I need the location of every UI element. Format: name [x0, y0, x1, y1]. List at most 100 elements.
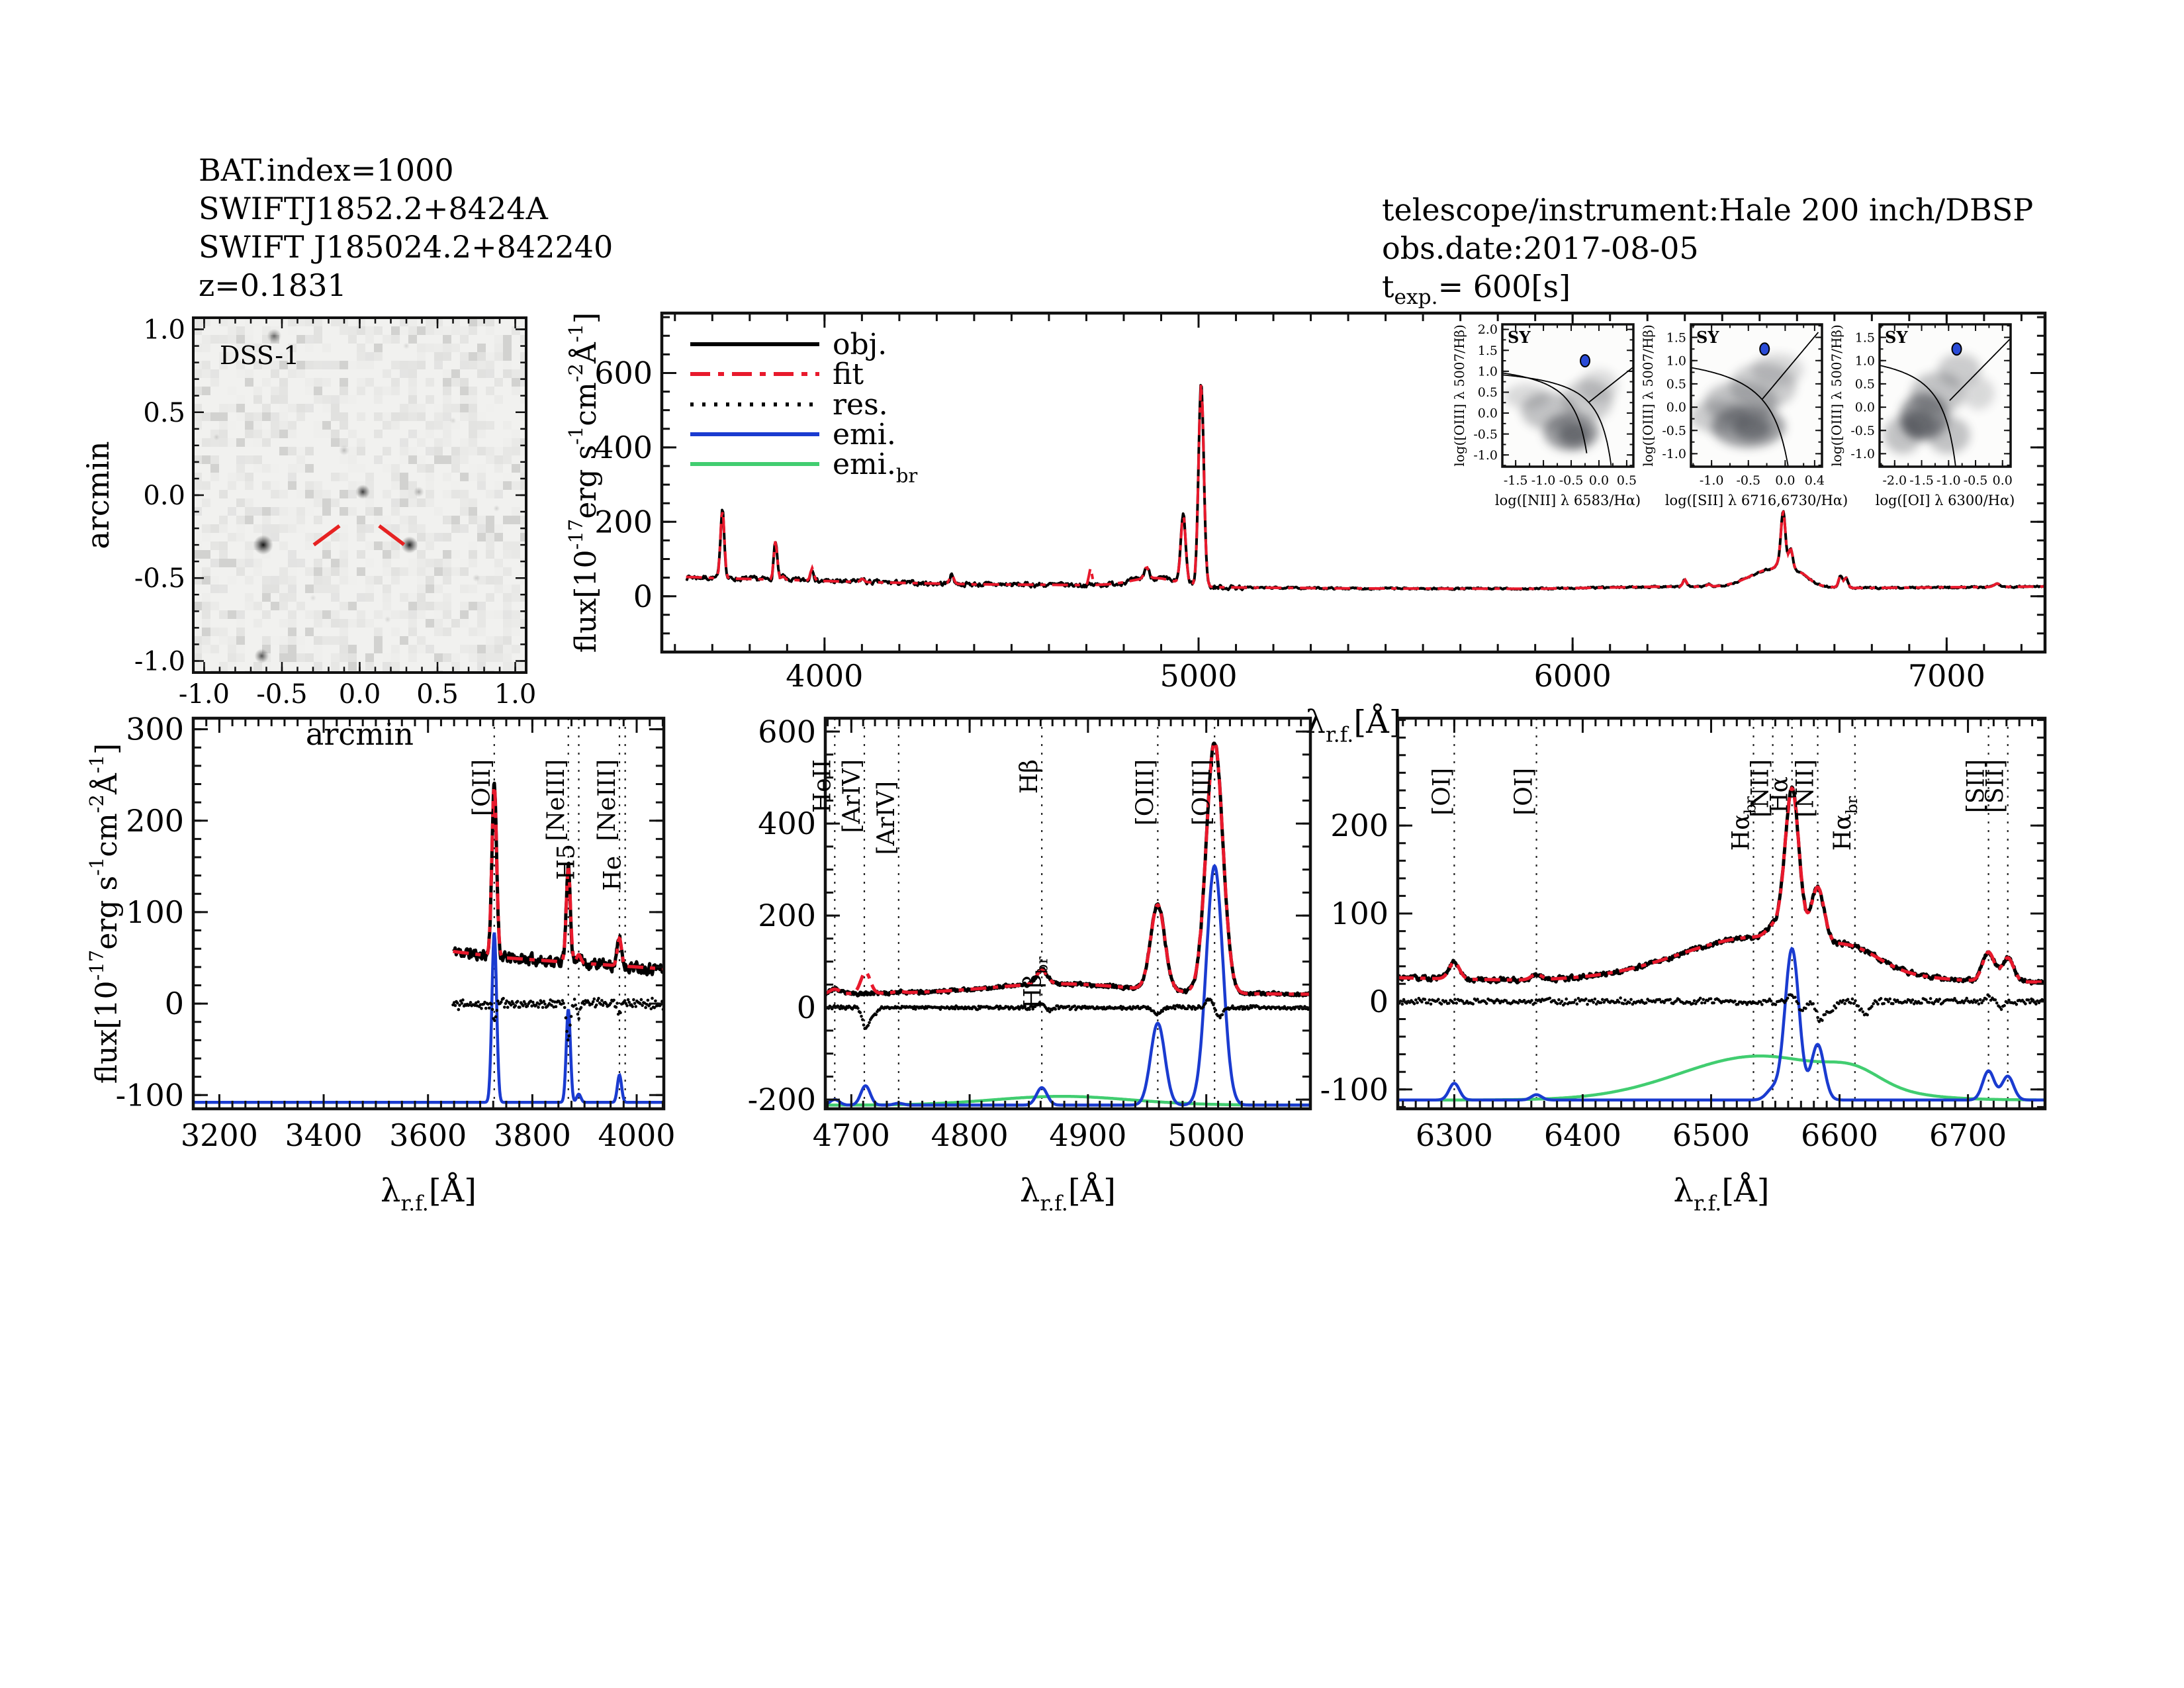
axis-tick-label: 7000 [1908, 658, 1985, 694]
bpt-agn-point [1951, 342, 1962, 356]
target-slit-marker [378, 524, 406, 546]
axis-tick-label: 6700 [1929, 1117, 2007, 1153]
axis-tick-label: 1.0 [1855, 353, 1875, 368]
emission-line-label: [ArIV] [839, 759, 866, 833]
object-info-line: BAT.index=1000 [199, 152, 454, 188]
obj-spectrum-curve [1398, 785, 2045, 986]
observation-info: telescope/instrument:Hale 200 inch/DBSP … [1382, 191, 2033, 316]
bpt-class-label: SY [1885, 328, 1908, 347]
dss-source-blob [267, 328, 282, 344]
axis-tick-label: 0.0 [1666, 400, 1686, 415]
axis-tick-label: 0.5 [1617, 473, 1637, 488]
axis-tick-label: 0 [165, 986, 184, 1021]
fit-spectrum-curve [1398, 786, 2044, 984]
emission-curve [193, 932, 664, 1104]
dss-source-blob [338, 445, 349, 456]
legend-label: emi.br [833, 447, 917, 487]
axis-tick-label: 0.0 [1993, 473, 2013, 488]
axis-tick-label: -1.0 [1936, 473, 1961, 488]
y-axis-title: flux[10-17erg s-1cm-2Å-1] [85, 743, 124, 1084]
emission-line-label: Hβ [1016, 759, 1043, 794]
bpt-density-cloud [1938, 353, 1981, 387]
legend-label: emi. [833, 418, 896, 451]
axis-tick-label: -100 [1320, 1072, 1388, 1107]
axis-tick-label: 5000 [1160, 658, 1237, 694]
x-axis-title: λr.f.[Å] [1306, 703, 1402, 747]
legend-item: obj. [690, 328, 887, 361]
axis-tick-label: -0.5 [1559, 473, 1584, 488]
axis-tick-label: 0.0 [1855, 400, 1875, 415]
axis-tick-label: 100 [126, 894, 184, 930]
dss-source-blob [493, 505, 500, 512]
axis-tick-label: 600 [758, 714, 816, 749]
axis-tick-label: 0.5 [416, 679, 459, 710]
axis-tick-label: 2.0 [1478, 322, 1498, 337]
emission-line-label: [OI] [1511, 768, 1538, 816]
bpt-density-cloud [1752, 353, 1804, 387]
axis-tick-label: -1.0 [1531, 473, 1556, 488]
emission-line-label: [SII] [1982, 759, 2009, 813]
observation-info-line: obs.date:2017-08-05 [1382, 230, 1699, 266]
emission-curve [1398, 947, 2044, 1102]
axis-tick-label: 300 [126, 712, 184, 747]
axis-tick-label: 5000 [1167, 1117, 1245, 1153]
object-info-line: SWIFT J185024.2+842240 [199, 229, 614, 265]
dss-source-blob [449, 417, 457, 424]
emission-line-label: [NII] [1747, 759, 1774, 818]
zoom-panel-halpha: 6300 6400 6500 6600 6700 200 100 0 -100 [OI] [OI] H… [1320, 716, 2047, 1215]
axis-tick-label: 0 [1369, 984, 1388, 1019]
target-slit-marker [312, 524, 341, 547]
axis-tick-label: 200 [126, 803, 184, 839]
axis-tick-label: 4000 [598, 1117, 675, 1153]
axis-tick-label: -0.5 [1964, 473, 1988, 488]
dss-source-blob [253, 535, 273, 555]
x-axis-title: λr.f.[Å] [1020, 1172, 1116, 1215]
fit-spectrum-curve [686, 383, 2045, 590]
axis-tick-label: 3800 [494, 1117, 571, 1153]
bpt-density-cloud [1927, 416, 1970, 454]
axis-tick-label: 200 [594, 504, 653, 539]
bpt-density-cloud [1884, 416, 1922, 454]
dss-source-blob [403, 342, 410, 350]
axis-tick-label: -200 [748, 1082, 816, 1117]
emission-line-label: [OIII] [1189, 759, 1216, 825]
bpt-x-axis-title: log([NII] λ 6583/Hα) [1495, 492, 1641, 508]
bpt-density-cloud [1504, 383, 1549, 409]
axis-tick-label: 0 [633, 579, 653, 614]
bpt-demarcation-curve [1762, 332, 1819, 400]
axis-tick-label: -1.5 [1504, 473, 1528, 488]
dss-source-blob [355, 484, 371, 499]
obj-spectrum-curve [685, 384, 2045, 592]
dss-source-blob [413, 486, 424, 497]
axis-tick-label: 400 [758, 806, 816, 841]
axis-tick-label: 6500 [1672, 1117, 1750, 1153]
emission-line-label: Hαbr [1728, 796, 1760, 851]
broad-emission-curve [1398, 1054, 2044, 1102]
dss-source-blob [213, 434, 220, 441]
emission-line-label: [NeIII] [543, 759, 570, 841]
y-axis-title: flux[10-17erg s-1cm-2Å-1] [565, 312, 603, 653]
axis-tick-label: 100 [1330, 896, 1388, 931]
bpt-demarcation-curve [1502, 372, 1588, 453]
axis-tick-label: 0.5 [143, 398, 185, 428]
axis-tick-label: -100 [116, 1077, 184, 1113]
dss-source-blob [254, 648, 269, 663]
legend-label: res. [833, 388, 888, 422]
legend-label: fit [833, 357, 864, 391]
bpt-y-axis-title: log([OIII] λ 5007/Hβ) [1829, 324, 1844, 467]
bpt-y-axis-title: log([OIII] λ 5007/Hβ) [1451, 324, 1467, 467]
axis-tick-label: -1.0 [1850, 447, 1875, 461]
emission-line-label: [ArIV] [873, 781, 900, 855]
axis-tick-label: 3200 [181, 1117, 258, 1153]
emission-line-label: [NeIII] [594, 759, 621, 841]
axis-tick-label: 1.0 [1478, 364, 1498, 379]
residual-dots [1398, 993, 2045, 1023]
axis-tick-label: 0.0 [1775, 473, 1795, 488]
dss-image-panel: -1.0 -0.5 0.0 0.5 1.0 -1.0 -0.5 0.0 0.5 1.0 DSS-1 a… [80, 315, 536, 752]
axis-tick-label: 1.5 [1666, 330, 1686, 345]
axis-tick-label: 0.0 [339, 679, 381, 710]
axis-tick-label: 0.5 [1666, 377, 1686, 392]
emission-line-label: Hα [1766, 776, 1794, 814]
